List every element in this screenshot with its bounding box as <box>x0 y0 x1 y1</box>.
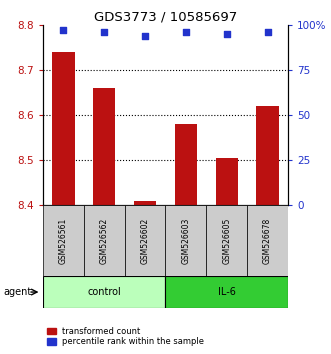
Bar <box>52 52 75 205</box>
Bar <box>175 124 197 205</box>
Point <box>183 29 189 35</box>
Text: GSM526602: GSM526602 <box>141 218 150 264</box>
Bar <box>166 205 206 276</box>
Text: GSM526678: GSM526678 <box>263 218 272 264</box>
Point <box>102 29 107 35</box>
Text: agent: agent <box>3 287 31 297</box>
Text: IL-6: IL-6 <box>218 287 236 297</box>
Bar <box>43 205 84 276</box>
Bar <box>256 106 279 205</box>
Point <box>265 29 270 35</box>
Text: GSM526562: GSM526562 <box>100 218 109 264</box>
Bar <box>166 276 288 308</box>
Bar <box>215 158 238 205</box>
Bar <box>93 88 116 205</box>
Point <box>142 33 148 39</box>
Text: GSM526561: GSM526561 <box>59 218 68 264</box>
Point <box>224 31 229 37</box>
Bar <box>134 201 156 205</box>
Bar <box>125 205 166 276</box>
Bar <box>43 276 166 308</box>
Text: GSM526603: GSM526603 <box>181 217 190 264</box>
Text: GSM526605: GSM526605 <box>222 217 231 264</box>
Bar <box>247 205 288 276</box>
Title: GDS3773 / 10585697: GDS3773 / 10585697 <box>94 11 237 24</box>
Point <box>61 27 66 33</box>
Bar <box>84 205 125 276</box>
Bar <box>206 205 247 276</box>
Legend: transformed count, percentile rank within the sample: transformed count, percentile rank withi… <box>47 327 204 346</box>
Text: control: control <box>87 287 121 297</box>
